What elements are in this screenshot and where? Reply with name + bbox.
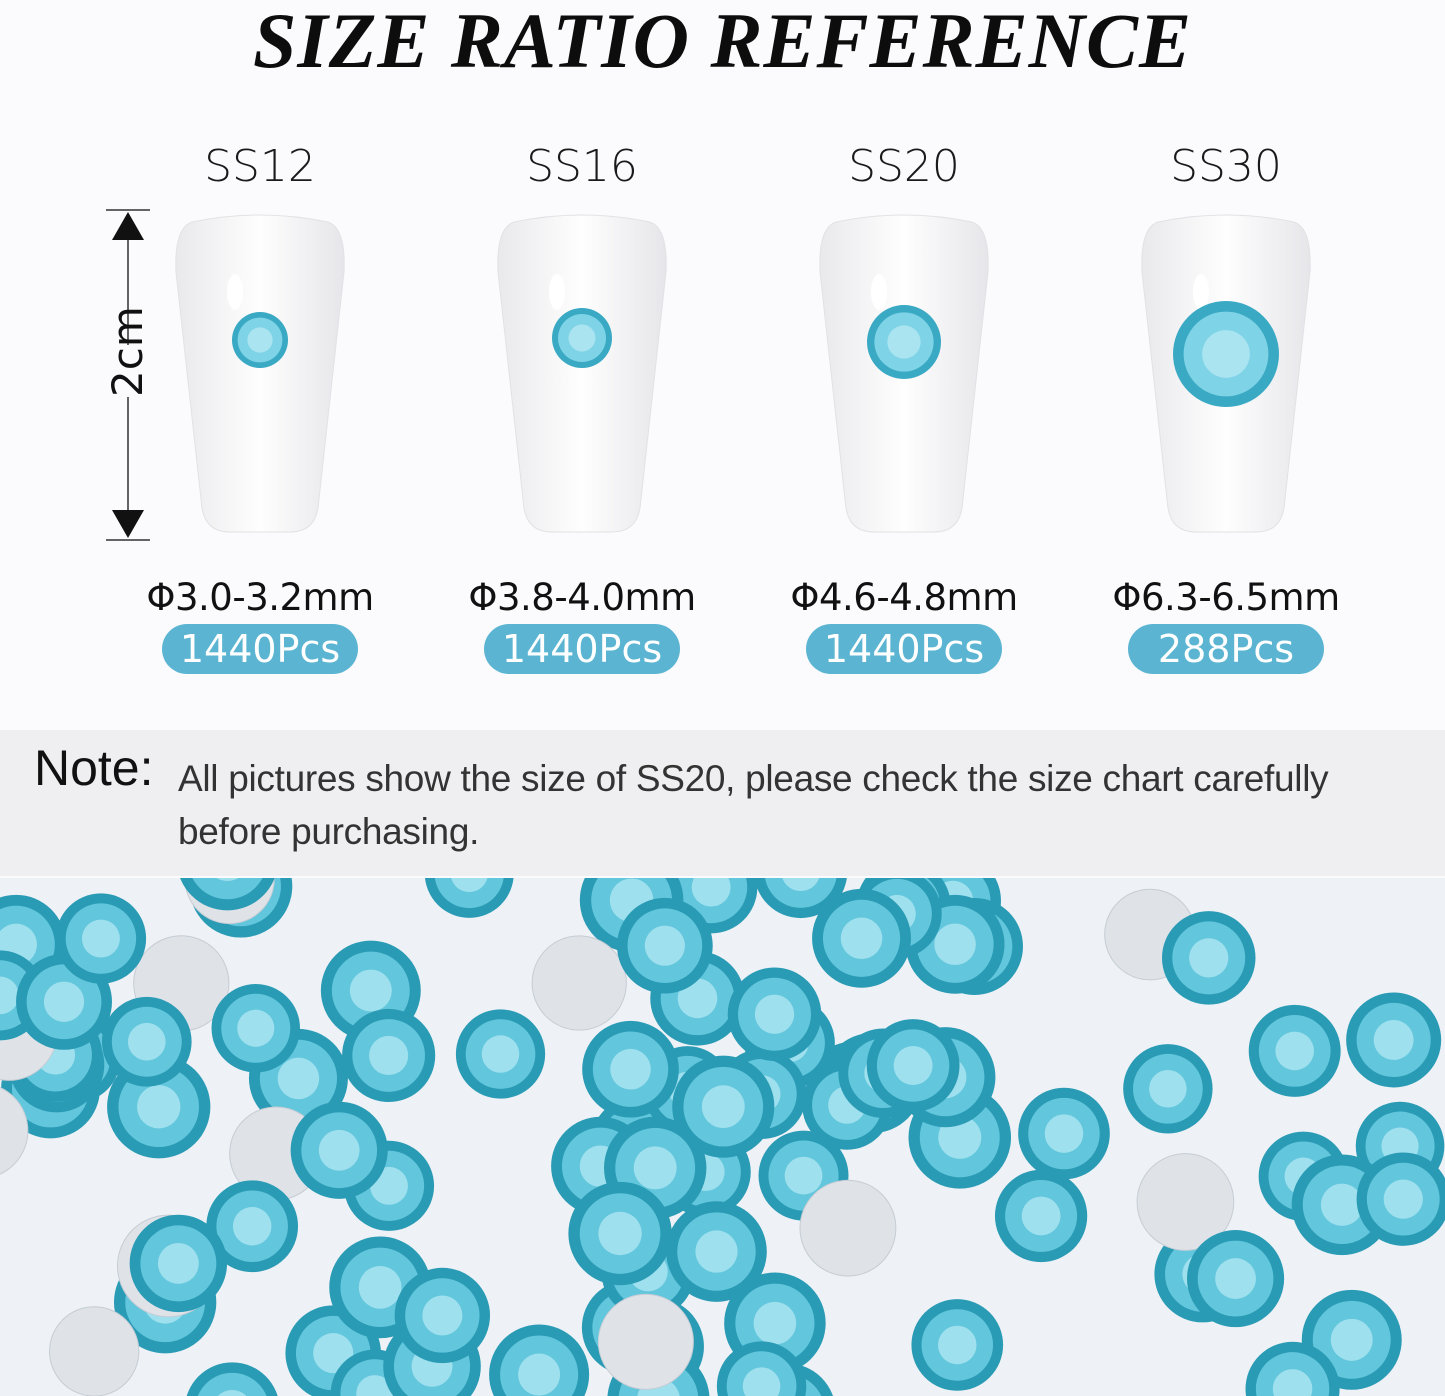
rhinestone-gem [1173, 301, 1279, 407]
rhinestone [342, 1008, 436, 1103]
rhinestone [666, 1201, 767, 1302]
note-band [0, 730, 1445, 876]
diameter-label: Φ4.6-4.8mm [790, 576, 1018, 619]
size-name: SS30 [1170, 141, 1282, 192]
rhinestone [716, 1341, 807, 1396]
rhinestone [672, 1055, 775, 1158]
quantity-badge: 1440Pcs [162, 624, 358, 674]
rhinestone [206, 1180, 299, 1273]
rhinestone [55, 893, 147, 984]
rhinestone-back [49, 1306, 140, 1396]
quantity-badge: 1440Pcs [484, 624, 680, 674]
rhinestone [582, 1020, 679, 1118]
rhinestone [1018, 1087, 1110, 1180]
rhinestone [290, 1101, 388, 1199]
rhinestone-back [799, 1179, 897, 1277]
diameter-label: Φ3.8-4.0mm [468, 576, 696, 619]
nail-tip [1138, 212, 1314, 534]
note-text: All pictures show the size of SS20, plea… [178, 758, 1329, 852]
size-column: SS30 Φ6.3-6.5mm 288Pcs [1066, 140, 1386, 674]
rhinestone [1161, 911, 1256, 1005]
rhinestone-gem [232, 312, 288, 368]
rhinestone [1245, 1341, 1340, 1396]
rhinestone-back [1136, 1153, 1235, 1251]
size-column: SS12 Φ3.0-3.2mm 1440Pcs [100, 140, 420, 674]
rhinestone [616, 897, 713, 994]
size-name: SS20 [848, 141, 960, 192]
rhinestone [911, 1299, 1004, 1391]
rhinestone-gem [552, 308, 612, 368]
nail-tip [816, 212, 992, 534]
note-label: Note: [34, 740, 154, 796]
nail-tip [494, 212, 670, 534]
rhinestone [489, 1324, 590, 1396]
quantity-badge: 1440Pcs [806, 624, 1002, 674]
rhinestone [1187, 1230, 1285, 1328]
size-column: SS20 Φ4.6-4.8mm 1440Pcs [744, 140, 1064, 674]
size-name: SS12 [204, 141, 316, 192]
rhinestone [425, 878, 514, 918]
rhinestone-gem [867, 305, 941, 379]
rhinestone [455, 1009, 546, 1099]
rhinestone [866, 1019, 960, 1112]
quantity-badge: 288Pcs [1128, 624, 1324, 674]
rhinestone-back [0, 1086, 29, 1175]
nail-tip [172, 212, 348, 534]
rhinestone [568, 1181, 672, 1286]
rhinestone [994, 1169, 1088, 1263]
size-name: SS16 [526, 141, 638, 192]
rhinestone [1248, 1004, 1341, 1097]
diameter-label: Φ3.0-3.2mm [146, 576, 374, 619]
rhinestone-photo [0, 878, 1445, 1396]
rhinestone-back [597, 1293, 694, 1390]
rhinestone [129, 1214, 228, 1313]
size-column: SS16 Φ3.8-4.0mm 1440Pcs [422, 140, 742, 674]
rhinestone [1346, 992, 1442, 1088]
rhinestone [180, 878, 275, 911]
rhinestone [812, 888, 911, 988]
rhinestone [186, 1362, 278, 1396]
rhinestone-back [531, 935, 627, 1031]
rhinestone [343, 1140, 435, 1231]
rhinestone [211, 984, 301, 1073]
rhinestone [101, 996, 192, 1087]
page-title: SIZE RATIO REFERENCE [252, 0, 1192, 84]
rhinestone [1356, 1152, 1445, 1246]
diameter-label: Φ6.3-6.5mm [1112, 576, 1340, 619]
rhinestone [394, 1267, 491, 1364]
rhinestone [727, 967, 822, 1062]
rhinestone [1123, 1044, 1213, 1134]
